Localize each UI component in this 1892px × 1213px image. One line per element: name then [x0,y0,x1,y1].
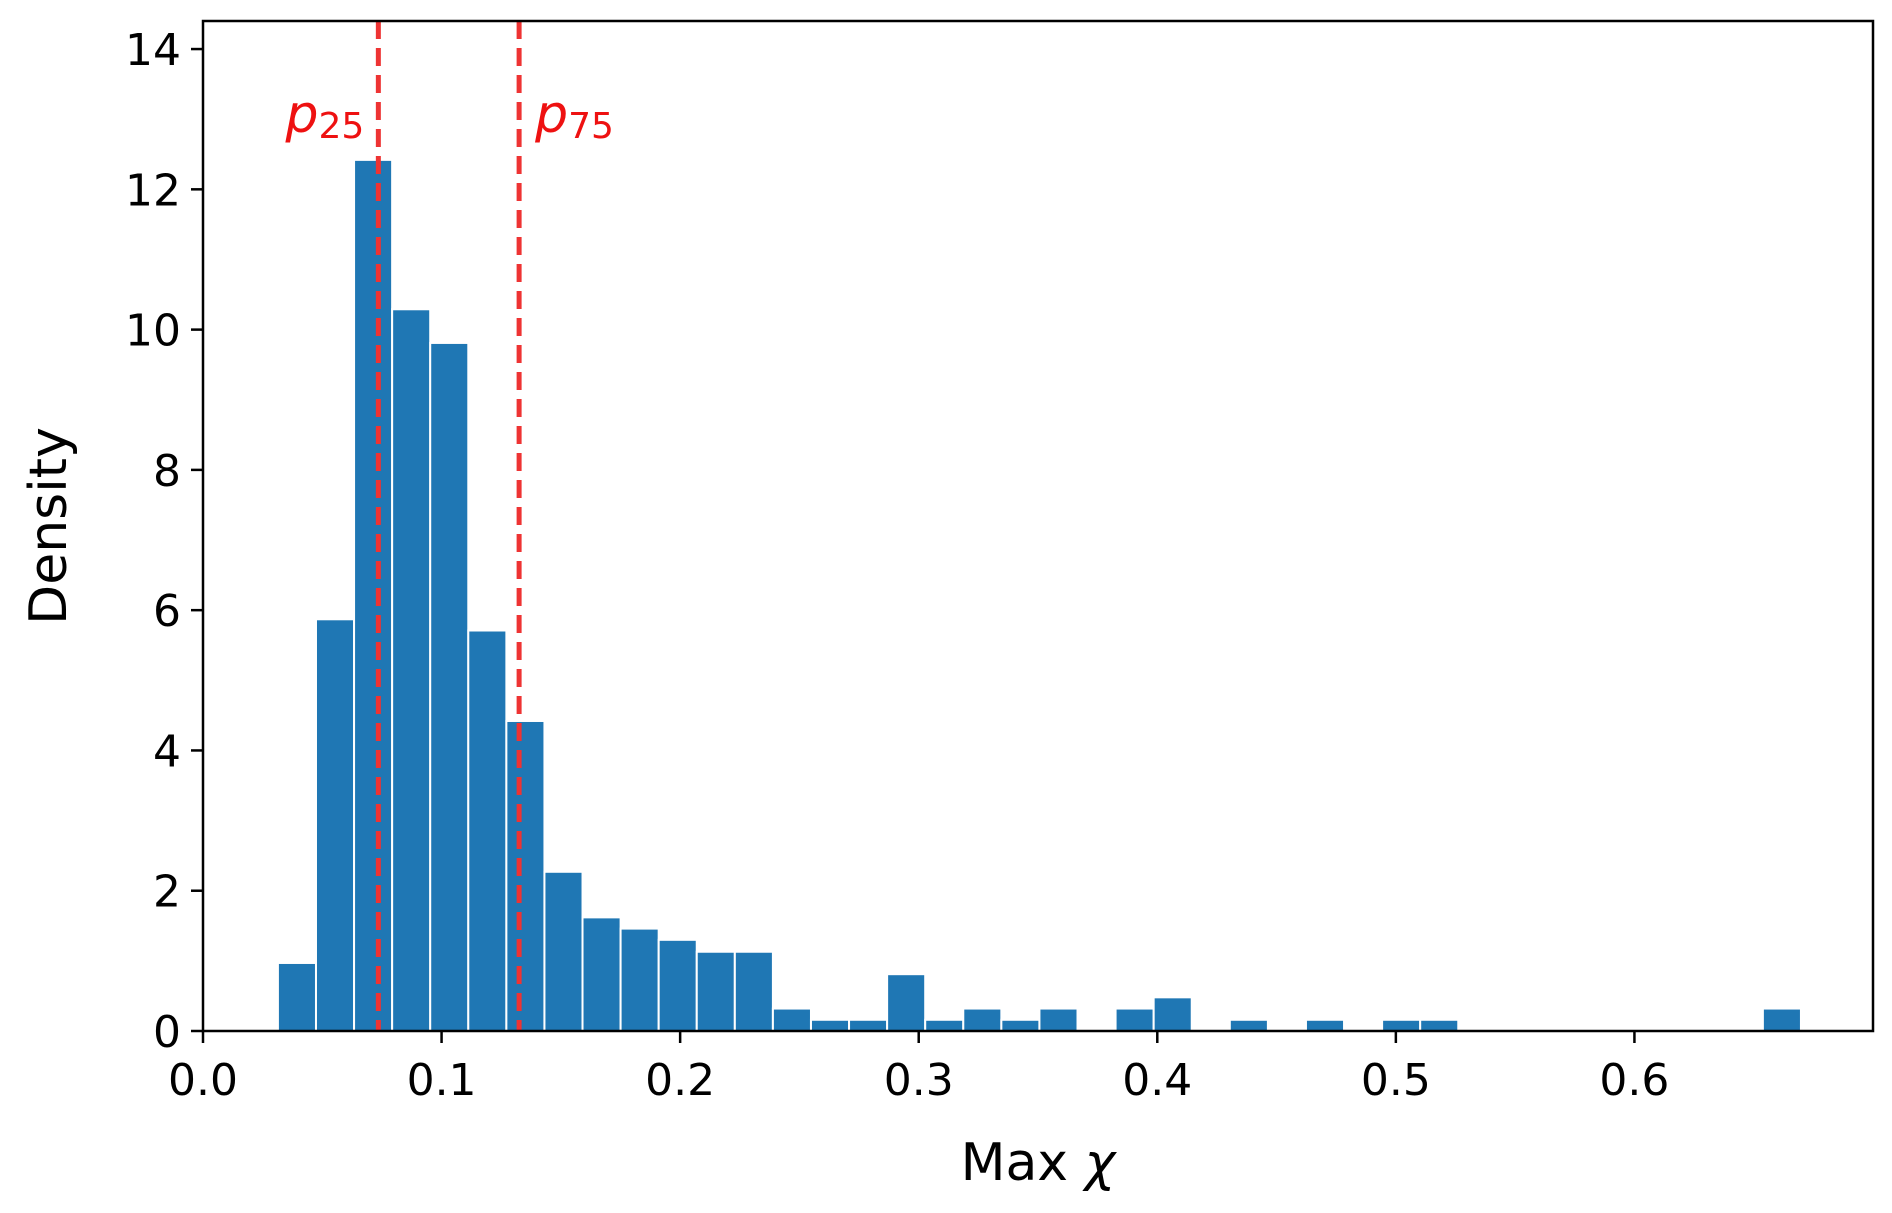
histogram-bar [353,158,394,1032]
x-tick-label: 0.2 [645,1055,715,1106]
histogram-bar [924,1018,965,1032]
histogram-bar [467,629,508,1032]
x-tick-label: 0.6 [1599,1055,1669,1106]
histogram-bar [1000,1018,1041,1032]
histogram-bar [1304,1018,1346,1032]
histogram-bar [771,1007,812,1032]
y-tick-label: 0 [153,1007,181,1058]
histogram-bar [543,870,584,1032]
histogram-bar [314,618,356,1032]
reference-lines-group: p25 p75 [285,21,614,1031]
bars-group [276,158,1802,1033]
histogram-bar [619,927,660,1033]
histogram-bar [429,341,470,1032]
y-tick-label: 12 [125,165,181,216]
x-tick-label: 0.4 [1122,1055,1192,1106]
y-tick-label: 8 [153,446,181,497]
histogram-bar [276,961,317,1032]
histogram-bar [1114,1007,1155,1032]
x-axis-title-symbol: χ [1082,1133,1118,1193]
histogram-bar [962,1007,1003,1032]
y-axis: 0 2 4 6 8 10 12 14 [125,25,203,1058]
y-tick-label: 10 [125,306,181,357]
y-tick-label: 14 [125,25,181,76]
histogram-bar [1381,1018,1422,1032]
histogram-bar [1228,1018,1269,1032]
histogram-bar [1038,1007,1079,1032]
histogram-bar [1419,1018,1460,1032]
x-tick-label: 0.5 [1361,1055,1431,1106]
y-axis-title: Density [19,427,79,625]
histogram-bar [1761,1007,1802,1032]
y-tick-label: 2 [153,867,181,918]
reference-label-p75: p75 [534,85,614,147]
plot-frame [201,19,1875,1033]
histogram-bar [809,1018,851,1032]
histogram-bar [391,308,432,1033]
histogram-bar [581,916,622,1032]
x-tick-label: 0.1 [407,1055,477,1106]
histogram-bar [505,719,546,1032]
histogram-bar [848,1018,889,1032]
histogram-bar [657,938,698,1033]
y-tick-label: 6 [153,586,181,637]
x-axis: 0.0 0.1 0.2 0.3 0.4 0.5 0.6 [168,1031,1669,1106]
histogram-bar [1152,996,1193,1032]
histogram-bar [733,950,774,1032]
x-axis-title: Max χ [961,1133,1118,1193]
reference-label-p25: p25 [285,85,365,147]
histogram-bar [886,973,927,1032]
x-axis-title-prefix: Max [961,1133,1085,1193]
histogram-bar [695,950,736,1032]
x-tick-label: 0.0 [168,1055,238,1106]
x-tick-label: 0.3 [884,1055,954,1106]
y-tick-label: 4 [153,726,181,777]
